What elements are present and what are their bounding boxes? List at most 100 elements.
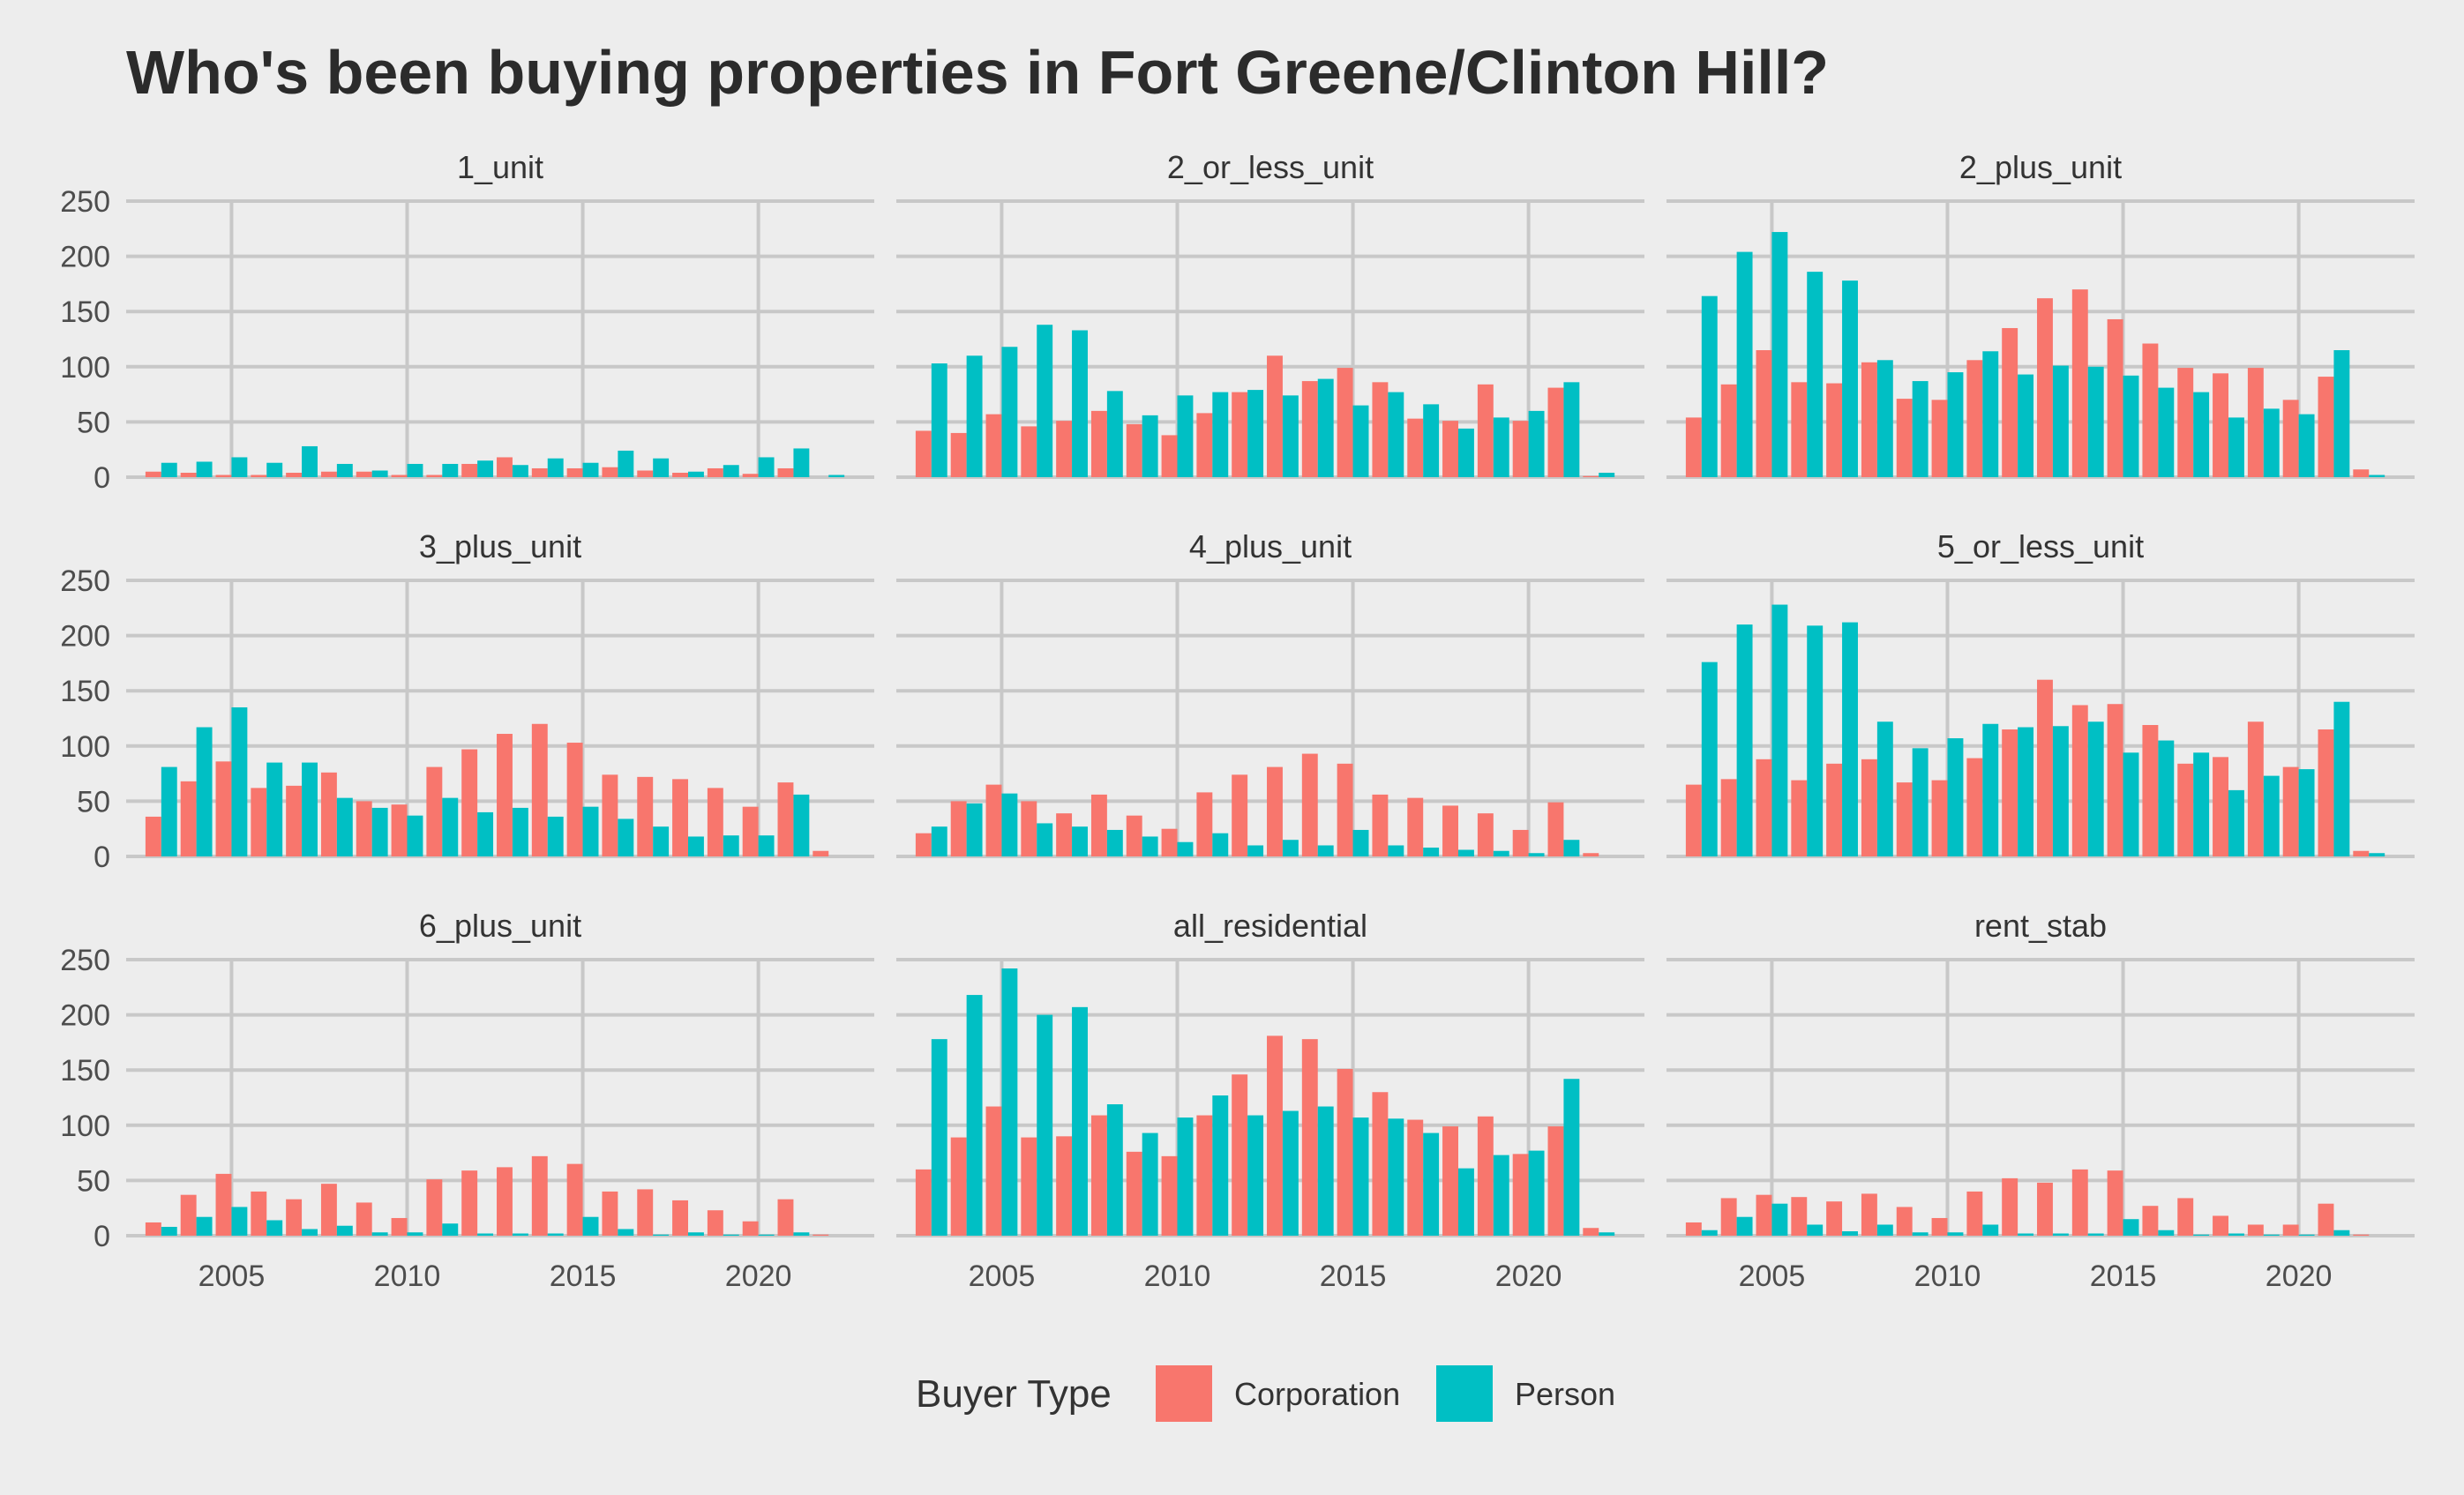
bar-3-plus-unit-person-2015 [582, 806, 599, 856]
bar-4-plus-unit-corporation-2008 [1090, 794, 1107, 856]
legend-title: Buyer Type [916, 1372, 1112, 1416]
bar-2-plus-unit-corporation-2017 [2177, 368, 2194, 477]
bar-4-plus-unit-person-2018 [1457, 849, 1474, 856]
bar-rent-stab-corporation-2007 [1826, 1201, 1843, 1236]
bar-2-or-less-unit-person-2013 [1282, 395, 1299, 477]
bar-2-or-less-unit-person-2012 [1247, 390, 1264, 477]
y-tick-label: 200 [60, 241, 110, 274]
bar-3-plus-unit-corporation-2013 [497, 734, 513, 856]
bar-4-plus-unit-person-2003 [931, 826, 947, 856]
bar-all-residential-person-2013 [1282, 1110, 1299, 1236]
bar-4-plus-unit-person-2004 [966, 803, 983, 856]
bar-4-plus-unit-person-2008 [1106, 829, 1123, 856]
bar-1-unit-person-2018 [687, 471, 704, 477]
bar-2-or-less-unit-person-2008 [1106, 391, 1123, 477]
bar-2-plus-unit-corporation-2013 [2037, 298, 2053, 477]
bar-all-residential-corporation-2012 [1232, 1074, 1248, 1236]
y-tick-label: 150 [60, 675, 110, 708]
bar-rent-stab-corporation-2019 [2247, 1224, 2264, 1236]
bar-all-residential-corporation-2016 [1372, 1092, 1389, 1236]
bar-5-or-less-unit-corporation-2004 [1720, 779, 1737, 856]
bar-3-plus-unit-person-2009 [371, 807, 388, 856]
bar-6-plus-unit-person-2017 [653, 1234, 670, 1236]
bar-all-residential-person-2011 [1212, 1095, 1229, 1236]
bar-all-residential-person-2004 [966, 995, 983, 1236]
bar-5-or-less-unit-corporation-2018 [2213, 757, 2228, 856]
bar-2-plus-unit-person-2018 [2228, 417, 2244, 477]
bar-4-plus-unit-corporation-2010 [1161, 828, 1178, 856]
bar-6-plus-unit-corporation-2006 [251, 1191, 267, 1236]
bar-2-plus-unit-corporation-2015 [2107, 318, 2123, 477]
bar-4-plus-unit-corporation-2009 [1126, 815, 1142, 856]
y-tick-label: 150 [60, 1054, 110, 1088]
panel-label-6-plus-unit: 6_plus_unit [419, 908, 581, 944]
bar-6-plus-unit-person-2021 [793, 1232, 810, 1236]
bar-3-plus-unit-corporation-2012 [461, 749, 478, 856]
bar-4-plus-unit-corporation-2006 [1021, 801, 1037, 856]
bar-all-residential-corporation-2009 [1126, 1151, 1142, 1236]
bar-4-plus-unit-corporation-2018 [1442, 805, 1458, 856]
bar-5-or-less-unit-person-2011 [1982, 723, 1999, 856]
bar-2-plus-unit-corporation-2018 [2213, 373, 2228, 477]
bar-2-or-less-unit-person-2004 [966, 355, 983, 477]
bar-rent-stab-corporation-2015 [2107, 1170, 2123, 1236]
bar-5-or-less-unit-person-2009 [1912, 748, 1929, 856]
bar-3-plus-unit-corporation-2005 [215, 761, 232, 856]
bar-5-or-less-unit-corporation-2010 [1931, 780, 1948, 856]
bar-4-plus-unit-person-2009 [1142, 836, 1158, 856]
x-tick-label: 2015 [2090, 1260, 2157, 1293]
bar-3-plus-unit-person-2020 [758, 835, 775, 856]
bar-all-residential-person-2014 [1317, 1106, 1334, 1236]
panel-label-rent-stab: rent_stab [1974, 908, 2107, 944]
bar-1-unit-person-2007 [302, 445, 318, 477]
bar-1-unit-corporation-2007 [286, 472, 303, 477]
bar-2-or-less-unit-person-2019 [1493, 417, 1509, 477]
bar-rent-stab-corporation-2013 [2037, 1182, 2053, 1236]
bar-3-plus-unit-corporation-2015 [566, 743, 583, 856]
bar-4-plus-unit-corporation-2016 [1372, 794, 1389, 856]
bar-6-plus-unit-corporation-2017 [637, 1189, 654, 1236]
bar-2-plus-unit-person-2020 [2298, 414, 2315, 477]
bar-2-plus-unit-corporation-2010 [1931, 400, 1948, 477]
bar-4-plus-unit-corporation-2003 [915, 833, 932, 856]
bar-2-plus-unit-person-2013 [2052, 365, 2069, 477]
bar-2-or-less-unit-corporation-2019 [1477, 384, 1494, 477]
bar-3-plus-unit-corporation-2018 [672, 779, 688, 856]
bar-2-plus-unit-person-2016 [2158, 387, 2175, 477]
x-tick-label: 2010 [1144, 1260, 1211, 1293]
y-tick-label: 100 [60, 1110, 110, 1143]
bar-3-plus-unit-corporation-2014 [531, 723, 548, 856]
x-tick-label: 2020 [725, 1260, 792, 1293]
bar-5-or-less-unit-corporation-2022 [2353, 850, 2370, 856]
bar-3-plus-unit-corporation-2011 [426, 766, 443, 856]
bar-1-unit-corporation-2006 [251, 475, 267, 477]
bar-4-plus-unit-corporation-2020 [1512, 829, 1529, 856]
bar-5-or-less-unit-corporation-2009 [1896, 782, 1913, 856]
bar-1-unit-corporation-2005 [215, 475, 232, 477]
bar-3-plus-unit-corporation-2017 [637, 776, 654, 856]
bar-2-plus-unit-corporation-2003 [1685, 417, 1702, 477]
bar-5-or-less-unit-corporation-2013 [2037, 679, 2053, 856]
bar-5-or-less-unit-person-2019 [2263, 775, 2280, 856]
bar-rent-stab-corporation-2018 [2213, 1215, 2228, 1236]
bar-4-plus-unit-person-2007 [1072, 826, 1088, 856]
bar-rent-stab-corporation-2017 [2177, 1198, 2194, 1236]
bar-2-or-less-unit-person-2005 [1001, 347, 1018, 477]
bar-rent-stab-person-2003 [1701, 1230, 1718, 1236]
bar-6-plus-unit-corporation-2019 [707, 1210, 723, 1236]
bar-1-unit-corporation-2016 [602, 467, 618, 477]
bar-2-or-less-unit-corporation-2006 [1021, 426, 1037, 477]
bar-6-plus-unit-corporation-2014 [531, 1155, 548, 1236]
bar-5-or-less-unit-corporation-2006 [1791, 780, 1808, 856]
bar-2-plus-unit-corporation-2007 [1826, 383, 1843, 477]
bar-5-or-less-unit-person-2022 [2369, 853, 2385, 856]
bar-5-or-less-unit-person-2006 [1807, 625, 1824, 856]
bar-4-plus-unit-corporation-2021 [1547, 802, 1564, 856]
bar-rent-stab-person-2004 [1736, 1216, 1753, 1236]
bar-3-plus-unit-corporation-2008 [320, 772, 337, 856]
bar-2-plus-unit-person-2014 [2087, 366, 2104, 477]
bar-3-plus-unit-person-2005 [231, 706, 248, 856]
bar-3-plus-unit-corporation-2021 [777, 782, 794, 856]
bar-2-or-less-unit-corporation-2022 [1583, 475, 1599, 477]
